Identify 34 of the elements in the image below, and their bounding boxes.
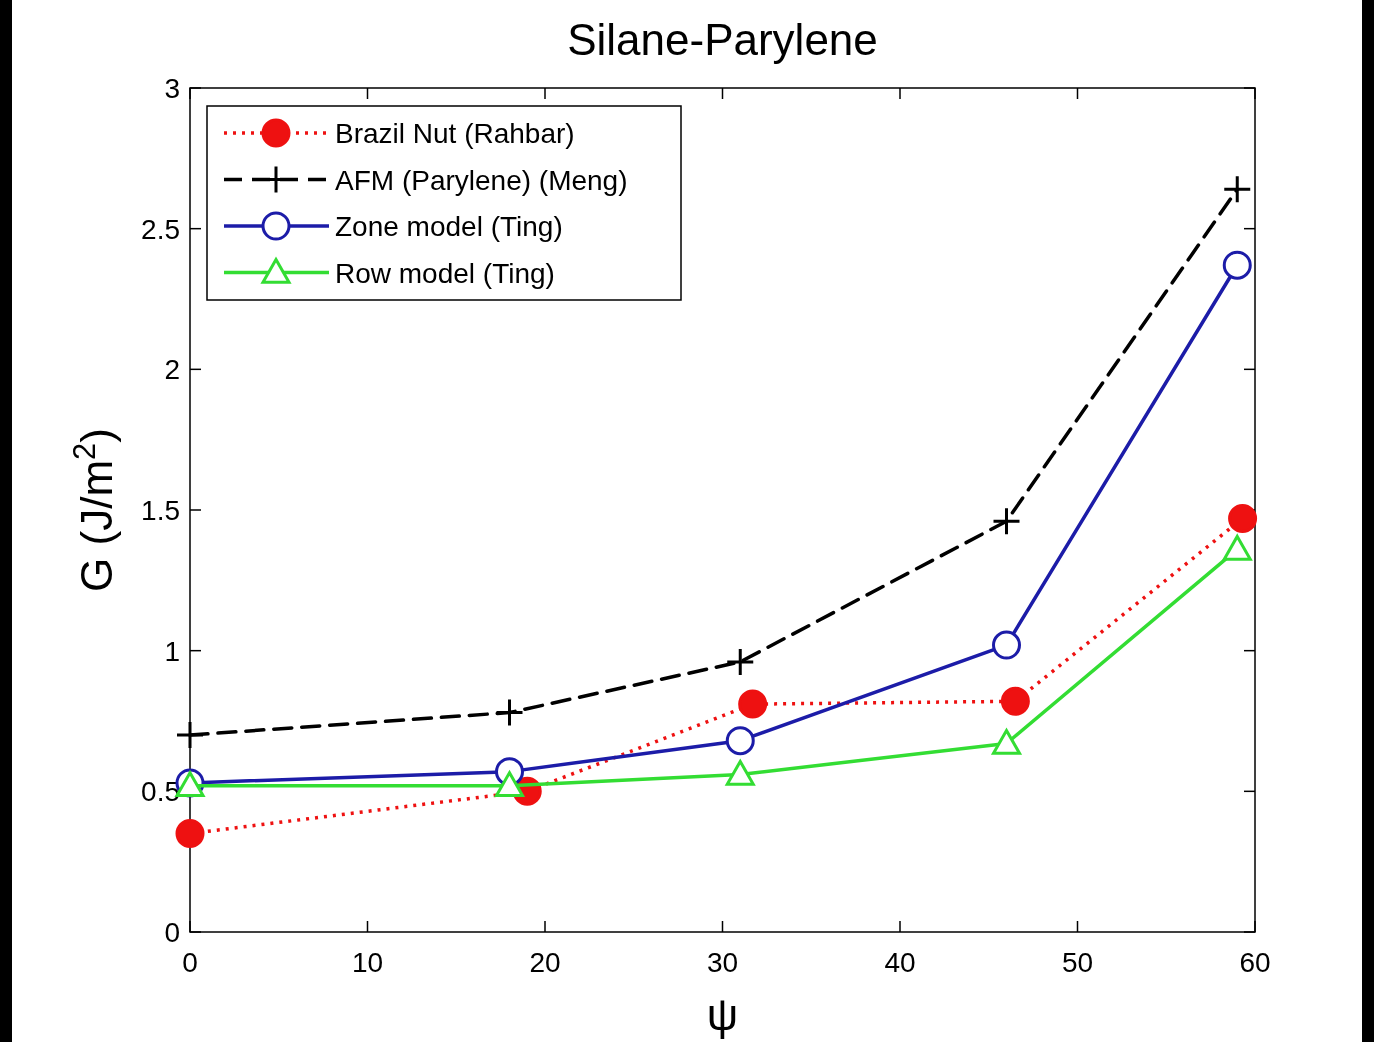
y-tick-label: 0 — [164, 917, 180, 948]
chart-title: Silane-Parylene — [567, 15, 878, 64]
point — [1000, 686, 1030, 716]
legend-label: Zone model (Ting) — [335, 211, 563, 242]
legend-label: Brazil Nut (Rahbar) — [335, 118, 575, 149]
point — [738, 689, 768, 719]
y-tick-label: 2.5 — [141, 213, 180, 245]
point — [175, 819, 205, 849]
point — [1224, 176, 1251, 203]
point — [993, 508, 1020, 535]
point — [496, 699, 523, 726]
point — [495, 771, 524, 797]
point — [725, 726, 755, 756]
x-tick-label: 40 — [884, 947, 916, 978]
legend-label: Row model (Ting) — [335, 257, 555, 289]
x-tick-label: 30 — [706, 947, 739, 978]
point — [727, 648, 754, 675]
x-tick-label: 10 — [351, 947, 384, 978]
point — [1222, 534, 1252, 561]
point — [992, 729, 1021, 755]
point — [992, 630, 1021, 660]
y-tick-label: 1 — [164, 635, 180, 667]
point — [1228, 503, 1258, 533]
point — [177, 722, 203, 749]
x-tick-label: 60 — [1239, 947, 1271, 978]
x-tick-label: 50 — [1061, 947, 1094, 978]
x-axis-title: ψ — [706, 990, 739, 1039]
y-tick-label: 1.5 — [141, 495, 180, 526]
point — [1222, 250, 1252, 280]
y-tick-label: 2 — [164, 354, 180, 386]
point — [725, 759, 755, 786]
legend-label: AFM (Parylene) (Meng) — [335, 164, 628, 196]
y-tick-label: 3 — [164, 73, 180, 104]
x-tick-label: 20 — [529, 947, 561, 978]
